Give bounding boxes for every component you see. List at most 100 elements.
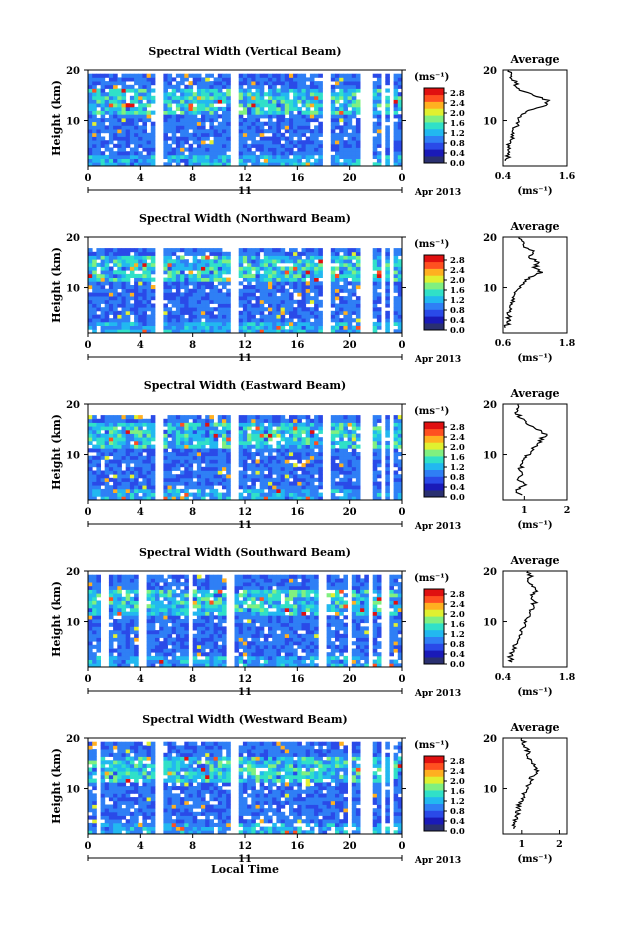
heatmap-cell	[222, 325, 227, 330]
heatmap-cell	[92, 611, 97, 616]
heatmap-cell	[108, 129, 114, 134]
heatmap-cell	[372, 143, 378, 148]
heatmap-cell	[372, 429, 378, 434]
heatmap-cell	[226, 492, 231, 497]
heatmap-cell	[255, 296, 261, 301]
heatmap-cell	[351, 440, 357, 445]
heatmap-cell	[284, 259, 290, 264]
heatmap-cell	[129, 158, 135, 163]
heatmap-cell	[201, 125, 206, 130]
heatmap-cell	[222, 578, 227, 583]
heatmap-cell	[339, 255, 344, 260]
heatmap-cell	[339, 285, 344, 290]
heatmap-cell	[318, 466, 323, 471]
heatmap-cell	[242, 429, 248, 434]
heatmap-cell	[255, 251, 261, 256]
heatmap-cell	[376, 281, 382, 286]
heatmap-cell	[167, 121, 173, 126]
heatmap-cell	[238, 448, 244, 453]
heatmap-cell	[142, 103, 147, 108]
heatmap-cell	[92, 637, 97, 642]
heatmap-cell	[351, 158, 357, 163]
heatmap-cell	[146, 266, 152, 271]
heatmap-cell	[117, 310, 122, 315]
heatmap-cell	[276, 303, 281, 308]
heatmap-cell	[351, 307, 357, 312]
heatmap-cell	[297, 415, 302, 420]
heatmap-cell	[163, 318, 168, 323]
heatmap-cell	[125, 422, 131, 427]
heatmap-cell	[347, 485, 353, 490]
heatmap-cell	[238, 125, 244, 130]
colorbar-swatch	[424, 101, 444, 109]
heatmap-cell	[372, 162, 378, 167]
heatmap-cell	[293, 481, 298, 486]
heatmap-cell	[159, 622, 164, 627]
x-tick-label: 20	[343, 507, 357, 518]
heatmap-cell	[96, 132, 101, 137]
heatmap-cell	[184, 248, 189, 253]
heatmap-cell	[318, 281, 323, 286]
heatmap-cell	[175, 73, 181, 78]
heatmap-cell	[397, 329, 403, 334]
heatmap-cell	[117, 118, 122, 123]
heatmap-cell	[138, 307, 143, 312]
heatmap-cell	[146, 481, 152, 486]
heatmap-cell	[355, 281, 361, 286]
heatmap-cell	[171, 437, 177, 442]
heatmap-cell	[209, 604, 214, 609]
heatmap-cell	[268, 110, 273, 115]
heatmap-cell	[209, 615, 214, 620]
heatmap-cell	[309, 110, 315, 115]
heatmap-cell	[397, 415, 403, 420]
heatmap-cell	[213, 292, 219, 297]
heatmap-cell	[201, 622, 206, 627]
heatmap-cell	[175, 81, 181, 86]
heatmap-cell	[276, 307, 281, 312]
heatmap-cell	[125, 633, 131, 638]
heatmap-cell	[217, 644, 223, 649]
heatmap-cell	[117, 125, 122, 130]
heatmap-cell	[146, 470, 152, 475]
heatmap-cell	[108, 136, 114, 141]
heatmap-cell	[280, 106, 286, 111]
heatmap-cell	[213, 466, 219, 471]
heatmap-cell	[272, 277, 277, 282]
colorbar-frame	[423, 254, 445, 331]
heatmap-cell	[297, 455, 302, 460]
heatmap-cell	[180, 140, 185, 145]
heatmap-cell	[192, 574, 198, 579]
heatmap-cell	[121, 448, 127, 453]
heatmap-cell	[138, 299, 143, 304]
heatmap-cell	[125, 273, 131, 278]
heatmap-cell	[339, 448, 344, 453]
heatmap-cell	[272, 415, 277, 420]
heatmap-cell	[347, 292, 353, 297]
heatmap-cell	[351, 136, 357, 141]
colorbar: 0.00.40.81.21.62.02.42.8	[423, 87, 465, 169]
heatmap-cell	[125, 292, 131, 297]
heatmap-cell	[100, 143, 106, 148]
heatmap-cell	[393, 92, 399, 97]
heatmap-cell	[247, 99, 252, 104]
heatmap-cell	[242, 481, 248, 486]
heatmap-cell	[301, 147, 307, 152]
heatmap-cell	[301, 262, 307, 267]
heatmap-cell	[351, 103, 357, 108]
heatmap-cell	[188, 273, 194, 278]
heatmap-cell	[104, 329, 110, 334]
heatmap-cell	[222, 299, 227, 304]
heatmap-cell	[150, 329, 156, 334]
heatmap-cell	[201, 659, 206, 664]
heatmap-cell	[330, 154, 336, 159]
heatmap-cell	[276, 110, 281, 115]
heatmap-cell	[117, 151, 122, 156]
heatmap-cell	[247, 106, 252, 111]
heatmap-cell	[343, 492, 348, 497]
heatmap-cell	[309, 92, 315, 97]
heatmap-cell	[318, 270, 323, 275]
colorbar-swatch	[424, 309, 444, 317]
heatmap-cell	[339, 288, 344, 293]
heatmap-cell	[96, 474, 101, 479]
heatmap-cell	[121, 633, 127, 638]
